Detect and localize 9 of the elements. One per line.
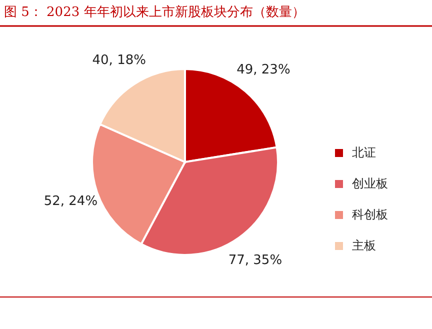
legend-label: 主板 (352, 238, 376, 252)
chart-title: 图 5： 2023 年年初以来上市新股板块分布（数量） (4, 5, 305, 20)
data-label: 77, 35% (228, 252, 282, 268)
legend-label: 科创板 (352, 207, 388, 222)
legend-label: 创业板 (352, 176, 388, 190)
data-label: 49, 23% (236, 62, 290, 78)
legend-label: 北证 (352, 145, 376, 160)
data-label: 52, 24% (44, 194, 98, 209)
data-label: 40, 18% (92, 53, 146, 68)
